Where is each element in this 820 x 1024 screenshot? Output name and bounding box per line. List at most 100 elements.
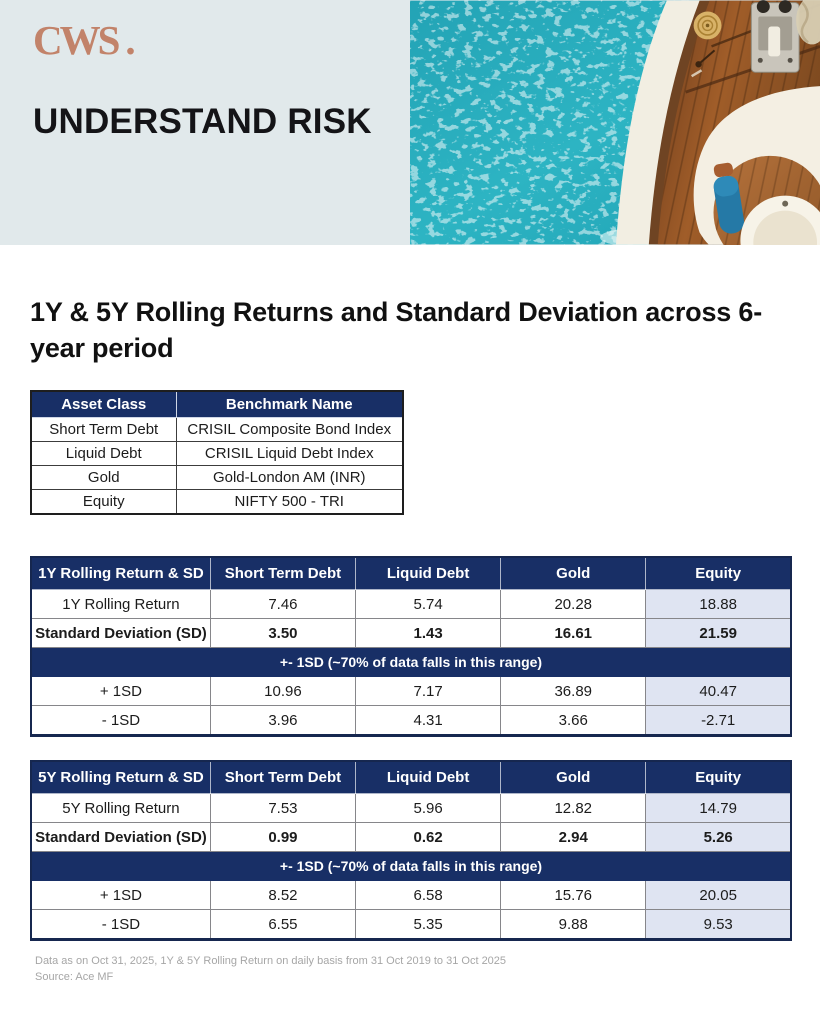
value-cell: 6.55 (209, 909, 357, 941)
value-cell: 9.53 (645, 909, 792, 941)
table-title-cell: 1Y Rolling Return & SD (30, 556, 211, 591)
value-cell: 20.28 (500, 589, 647, 620)
column-header: Liquid Debt (355, 760, 502, 795)
table-cell: CRISIL Liquid Debt Index (175, 441, 404, 467)
footnote: Data as on Oct 31, 2025, 1Y & 5Y Rolling… (35, 954, 790, 986)
column-header: Gold (500, 556, 647, 591)
table-row: 1Y Rolling Return 7.46 5.74 20.28 18.88 (30, 589, 792, 620)
band-label: +- 1SD (~70% of data falls in this range… (30, 647, 792, 678)
column-header: Benchmark Name (175, 390, 404, 419)
value-cell: 14.79 (645, 793, 792, 824)
value-cell: 7.53 (209, 793, 357, 824)
table-cell: Short Term Debt (30, 417, 177, 443)
value-cell: 3.66 (500, 705, 647, 737)
anchor-windlass (750, 0, 800, 73)
header-row: Asset Class Benchmark Name (30, 390, 404, 419)
column-header: Gold (500, 760, 647, 795)
value-cell: 0.99 (209, 822, 357, 853)
value-cell: 18.88 (645, 589, 792, 620)
value-cell: 3.96 (209, 705, 357, 737)
column-header: Asset Class (30, 390, 177, 419)
sun-lounger (713, 162, 745, 234)
rope-coil (693, 11, 722, 40)
row-label: - 1SD (30, 705, 211, 737)
content: 1Y & 5Y Rolling Returns and Standard Dev… (0, 295, 820, 986)
value-cell: 40.47 (645, 676, 792, 707)
brand-logo-dot: . (125, 17, 136, 63)
header-row: 1Y Rolling Return & SD Short Term Debt Liq… (30, 556, 792, 591)
value-cell: 16.61 (500, 618, 647, 649)
hero-text-panel: CWS. UNDERSTAND RISK (0, 0, 820, 141)
band-row: +- 1SD (~70% of data falls in this range… (30, 851, 792, 882)
header-row: 5Y Rolling Return & SD Short Term Debt Liq… (30, 760, 792, 795)
row-label: Standard Deviation (SD) (30, 822, 211, 853)
section-heading: 1Y & 5Y Rolling Returns and Standard Dev… (30, 297, 762, 363)
value-cell: 5.74 (355, 589, 502, 620)
value-cell: 7.46 (209, 589, 357, 620)
table-row: Standard Deviation (SD) 3.50 1.43 16.61 21.5… (30, 618, 792, 649)
value-cell: 4.31 (355, 705, 502, 737)
value-cell: 2.94 (500, 822, 647, 853)
table-row: Liquid Debt CRISIL Liquid Debt Index (30, 441, 404, 467)
table-title-cell: 5Y Rolling Return & SD (30, 760, 211, 795)
column-header: Short Term Debt (209, 760, 357, 795)
value-cell: 12.82 (500, 793, 647, 824)
bow-tub (740, 195, 820, 245)
value-cell: 20.05 (645, 880, 792, 911)
value-cell: 10.96 (209, 676, 357, 707)
row-label: - 1SD (30, 909, 211, 941)
table-row: + 1SD 10.96 7.17 36.89 40.47 (30, 676, 792, 707)
row-label: + 1SD (30, 880, 211, 911)
value-cell: 3.50 (209, 618, 357, 649)
table-row: 5Y Rolling Return 7.53 5.96 12.82 14.79 (30, 793, 792, 824)
yacht-photo (410, 0, 820, 245)
value-cell: 15.76 (500, 880, 647, 911)
column-header: Liquid Debt (355, 556, 502, 591)
value-cell: 6.58 (355, 880, 502, 911)
table-row: - 1SD 3.96 4.31 3.66 -2.71 (30, 705, 792, 737)
column-header: Short Term Debt (209, 556, 357, 591)
table-row: Gold Gold-London AM (INR) (30, 465, 404, 491)
table-row: + 1SD 8.52 6.58 15.76 20.05 (30, 880, 792, 911)
footnote-line1: Data as on Oct 31, 2025, 1Y & 5Y Rolling… (35, 955, 507, 968)
table-cell: CRISIL Composite Bond Index (175, 417, 404, 443)
row-label: + 1SD (30, 676, 211, 707)
hero-banner: CWS. UNDERSTAND RISK (0, 0, 820, 245)
value-cell: 36.89 (500, 676, 647, 707)
value-cell: 5.96 (355, 793, 502, 824)
footnote-line2: Source: Ace MF (35, 971, 114, 984)
value-cell: 5.26 (645, 822, 792, 853)
brand-logo-text: CWS (33, 17, 120, 63)
rolling-5y-table: 5Y Rolling Return & SD Short Term Debt Liq… (30, 760, 792, 942)
row-label: Standard Deviation (SD) (30, 618, 211, 649)
band-label: +- 1SD (~70% of data falls in this range… (30, 851, 792, 882)
benchmark-table: Asset Class Benchmark Name Short Term Debt… (30, 390, 404, 516)
rope-pile (796, 0, 820, 45)
row-label: 1Y Rolling Return (30, 589, 211, 620)
value-cell: 7.17 (355, 676, 502, 707)
table-cell: NIFTY 500 - TRI (175, 489, 404, 515)
row-label: 5Y Rolling Return (30, 793, 211, 824)
value-cell: 9.88 (500, 909, 647, 941)
value-cell: 5.35 (355, 909, 502, 941)
value-cell: 1.43 (355, 618, 502, 649)
value-cell: 8.52 (209, 880, 357, 911)
table-row: Equity NIFTY 500 - TRI (30, 489, 404, 515)
value-cell: 0.62 (355, 822, 502, 853)
table-cell: Equity (30, 489, 177, 515)
table-row: Standard Deviation (SD) 0.99 0.62 2.94 5.26 (30, 822, 792, 853)
value-cell: -2.71 (645, 705, 792, 737)
table-row: Short Term Debt CRISIL Composite Bond Ind… (30, 417, 404, 443)
table-row: - 1SD 6.55 5.35 9.88 9.53 (30, 909, 792, 941)
rolling-1y-table: 1Y Rolling Return & SD Short Term Debt Liq… (30, 556, 792, 738)
table-cell: Gold (30, 465, 177, 491)
table-cell: Gold-London AM (INR) (175, 465, 404, 491)
hero-title: UNDERSTAND RISK (33, 102, 372, 141)
value-cell: 21.59 (645, 618, 792, 649)
column-header: Equity (645, 556, 792, 591)
band-row: +- 1SD (~70% of data falls in this range… (30, 647, 792, 678)
column-header: Equity (645, 760, 792, 795)
table-cell: Liquid Debt (30, 441, 177, 467)
brand-logo: CWS. (33, 20, 820, 61)
